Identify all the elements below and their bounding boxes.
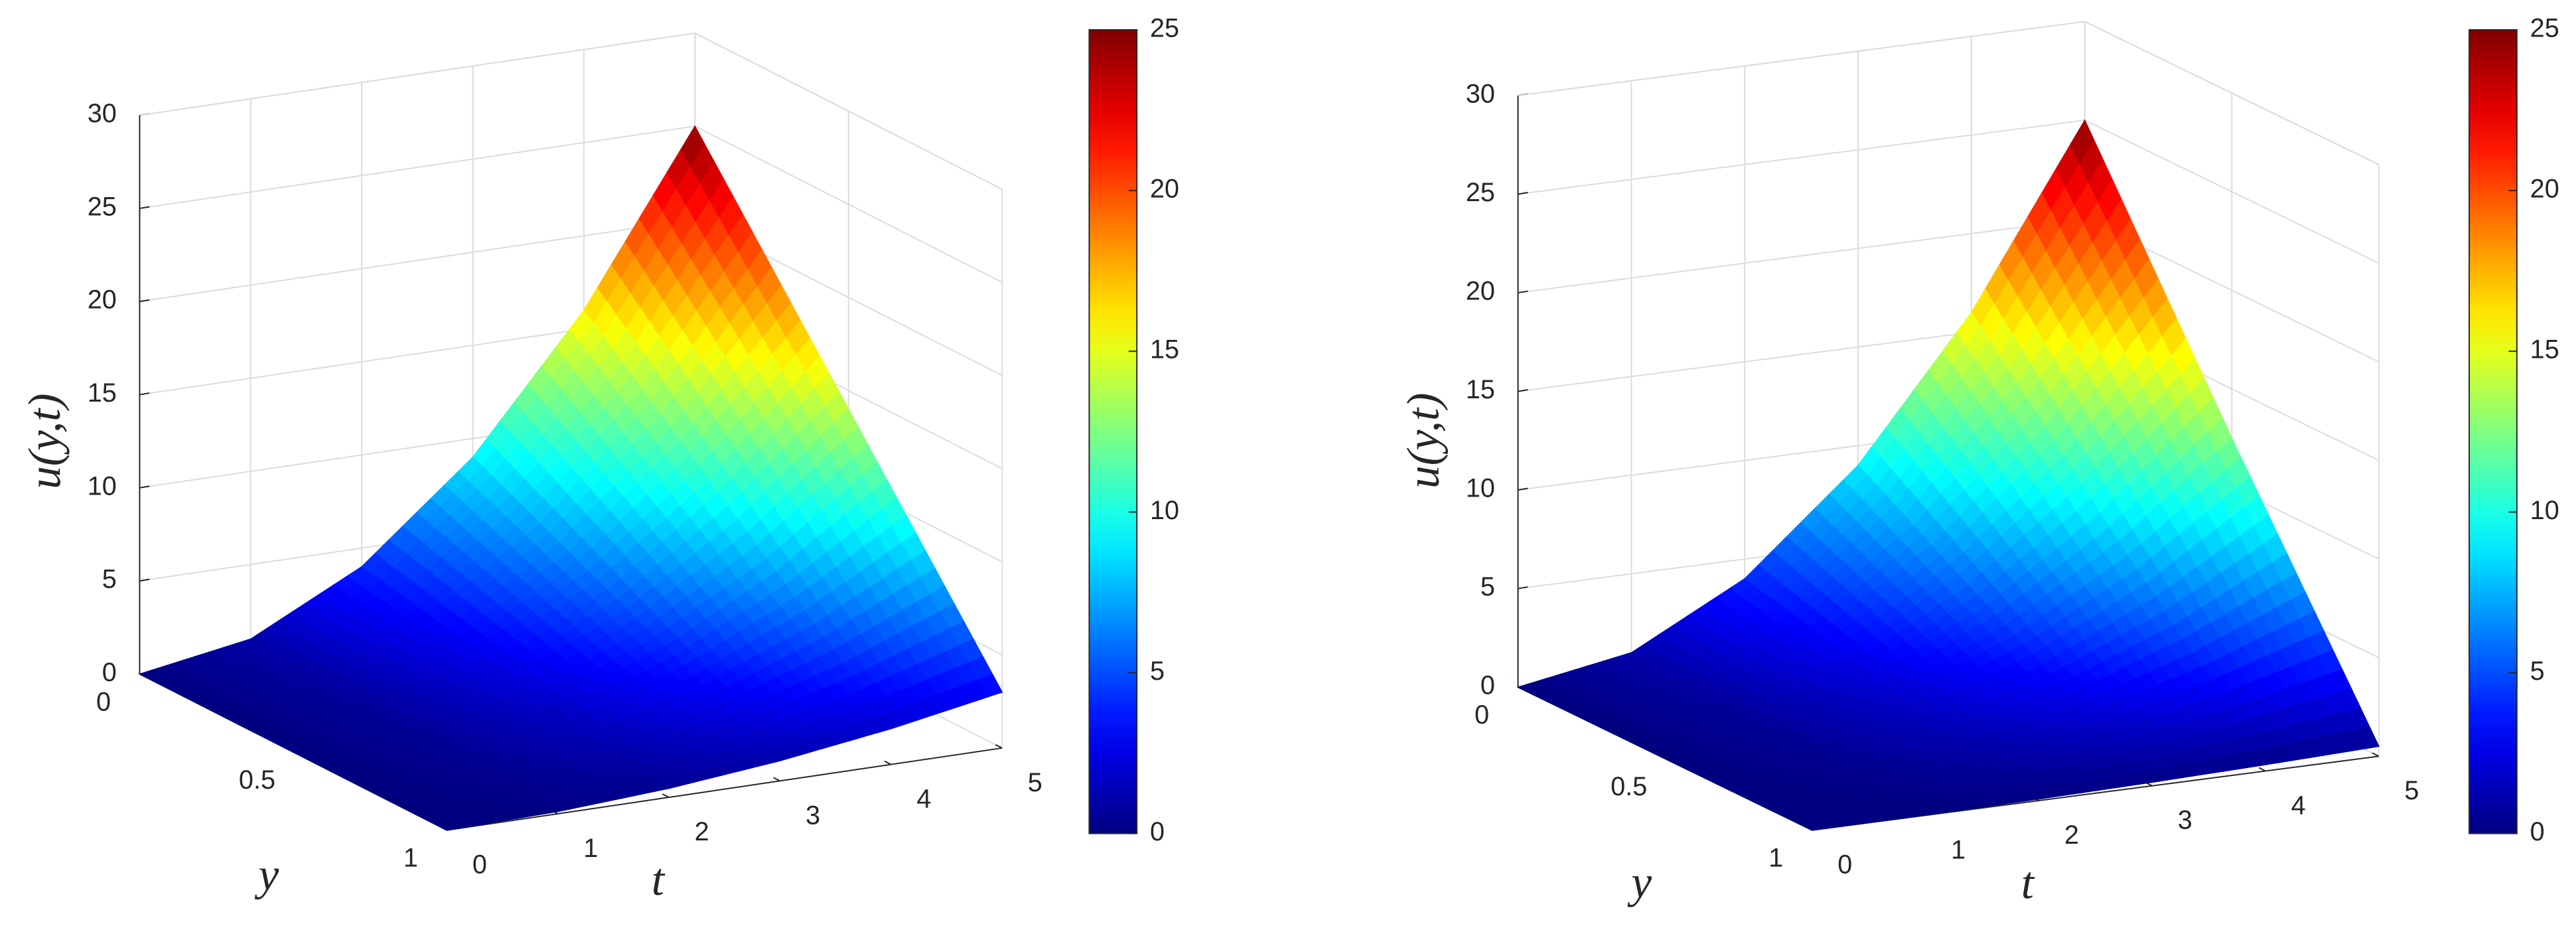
x-tick bbox=[2258, 767, 2266, 772]
x-tick-label: 4 bbox=[2291, 791, 2306, 820]
z-tick bbox=[139, 578, 150, 582]
z-axis-label: u(y,t) bbox=[19, 394, 70, 489]
x-axis-label: t bbox=[652, 854, 666, 905]
colorbar-tick-label: 15 bbox=[2530, 335, 2559, 364]
x-tick bbox=[995, 743, 1003, 749]
z-tick bbox=[1518, 192, 1528, 195]
box-edge bbox=[694, 32, 1003, 190]
x-tick-label: 1 bbox=[1951, 835, 1966, 864]
z-tick bbox=[1518, 487, 1528, 491]
colorbar bbox=[1088, 29, 1138, 834]
x-tick-label: 1 bbox=[583, 834, 598, 863]
colorbar-tick-label: 5 bbox=[1150, 657, 1165, 686]
z-tick-label: 5 bbox=[102, 565, 117, 594]
z-tick-label: 0 bbox=[1480, 671, 1495, 700]
y-axis-label: y bbox=[255, 849, 279, 900]
box-edge bbox=[1518, 21, 2085, 96]
y-tick-label: 1 bbox=[1768, 844, 1783, 873]
z-tick bbox=[139, 485, 150, 489]
z-tick-label: 30 bbox=[88, 99, 117, 128]
z-tick-label: 5 bbox=[1480, 572, 1495, 601]
x-tick-label: 5 bbox=[1028, 768, 1042, 797]
x-tick-label: 0 bbox=[472, 850, 487, 880]
z-tick bbox=[139, 299, 150, 303]
x-tick-label: 3 bbox=[2178, 806, 2192, 835]
x-tick-label: 4 bbox=[916, 785, 931, 814]
x-tick-label: 3 bbox=[806, 801, 820, 830]
surface-patch bbox=[2354, 726, 2380, 749]
surface-patch bbox=[644, 781, 670, 792]
surface-patch bbox=[2014, 791, 2040, 802]
x-tick-label: 5 bbox=[2404, 776, 2419, 805]
box-edge bbox=[139, 32, 695, 116]
grid-line bbox=[1518, 218, 2085, 294]
y-tick-label: 1 bbox=[403, 844, 418, 873]
surface-patch bbox=[2127, 771, 2153, 785]
x-tick-label: 2 bbox=[2064, 820, 2079, 850]
y-tick-label: 0.5 bbox=[239, 765, 275, 795]
z-tick-label: 10 bbox=[1466, 474, 1495, 503]
x-tick bbox=[2372, 752, 2380, 757]
z-tick bbox=[139, 206, 150, 209]
z-tick bbox=[1518, 290, 1528, 294]
z-axis-label: u(y,t) bbox=[1397, 393, 1448, 489]
surface bbox=[1516, 119, 2380, 831]
z-tick-label: 10 bbox=[88, 471, 117, 501]
surface bbox=[138, 125, 1003, 831]
colorbar-tick-label: 5 bbox=[2530, 657, 2545, 686]
colorbar-tick-label: 20 bbox=[1150, 175, 1179, 204]
surface-patch bbox=[1900, 809, 1927, 818]
colorbar-tick-label: 15 bbox=[1150, 335, 1179, 364]
surface-patch bbox=[867, 715, 893, 734]
x-tick-label: 2 bbox=[695, 817, 709, 846]
colorbar-tick-label: 25 bbox=[1150, 13, 1179, 42]
x-axis bbox=[447, 747, 1003, 831]
z-tick-label: 25 bbox=[1466, 178, 1495, 207]
surface-patch bbox=[755, 750, 781, 765]
surface-patch bbox=[533, 805, 559, 815]
z-tick-label: 20 bbox=[88, 285, 117, 315]
y-tick-label: 0.5 bbox=[1610, 772, 1647, 801]
colorbar-tick-label: 20 bbox=[2530, 175, 2559, 204]
z-tick bbox=[139, 392, 150, 396]
x-tick bbox=[884, 760, 892, 765]
y-tick-label: 0 bbox=[96, 687, 111, 716]
z-tick-label: 20 bbox=[1466, 277, 1495, 306]
colorbar-tick-label: 0 bbox=[2530, 817, 2545, 846]
z-tick-label: 25 bbox=[88, 192, 117, 221]
colorbar-tick-label: 25 bbox=[2530, 13, 2559, 42]
z-tick-label: 0 bbox=[102, 658, 117, 687]
x-tick bbox=[773, 777, 780, 782]
x-axis-label: t bbox=[2021, 857, 2035, 908]
x-tick bbox=[662, 793, 670, 798]
grid-line bbox=[139, 218, 695, 303]
colorbar-tick-label: 10 bbox=[2530, 496, 2559, 525]
y-tick-label: 0 bbox=[1474, 700, 1489, 730]
x-tick-label: 0 bbox=[1837, 850, 1852, 880]
grid-line bbox=[139, 125, 695, 209]
box-edge bbox=[2084, 21, 2380, 165]
colorbar-tick-label: 10 bbox=[1150, 496, 1179, 525]
colorbar-tick-label: 0 bbox=[1150, 817, 1165, 846]
z-tick-label: 15 bbox=[1466, 375, 1495, 404]
z-tick bbox=[1518, 389, 1528, 392]
grid-line bbox=[1518, 119, 2085, 195]
colorbar bbox=[2469, 29, 2518, 834]
surface-patch bbox=[2241, 750, 2267, 768]
z-tick-label: 15 bbox=[88, 378, 117, 408]
y-axis-label: y bbox=[1627, 856, 1652, 907]
z-tick-label: 30 bbox=[1466, 79, 1495, 108]
z-tick bbox=[1518, 586, 1528, 589]
surface-patch bbox=[977, 674, 1003, 698]
